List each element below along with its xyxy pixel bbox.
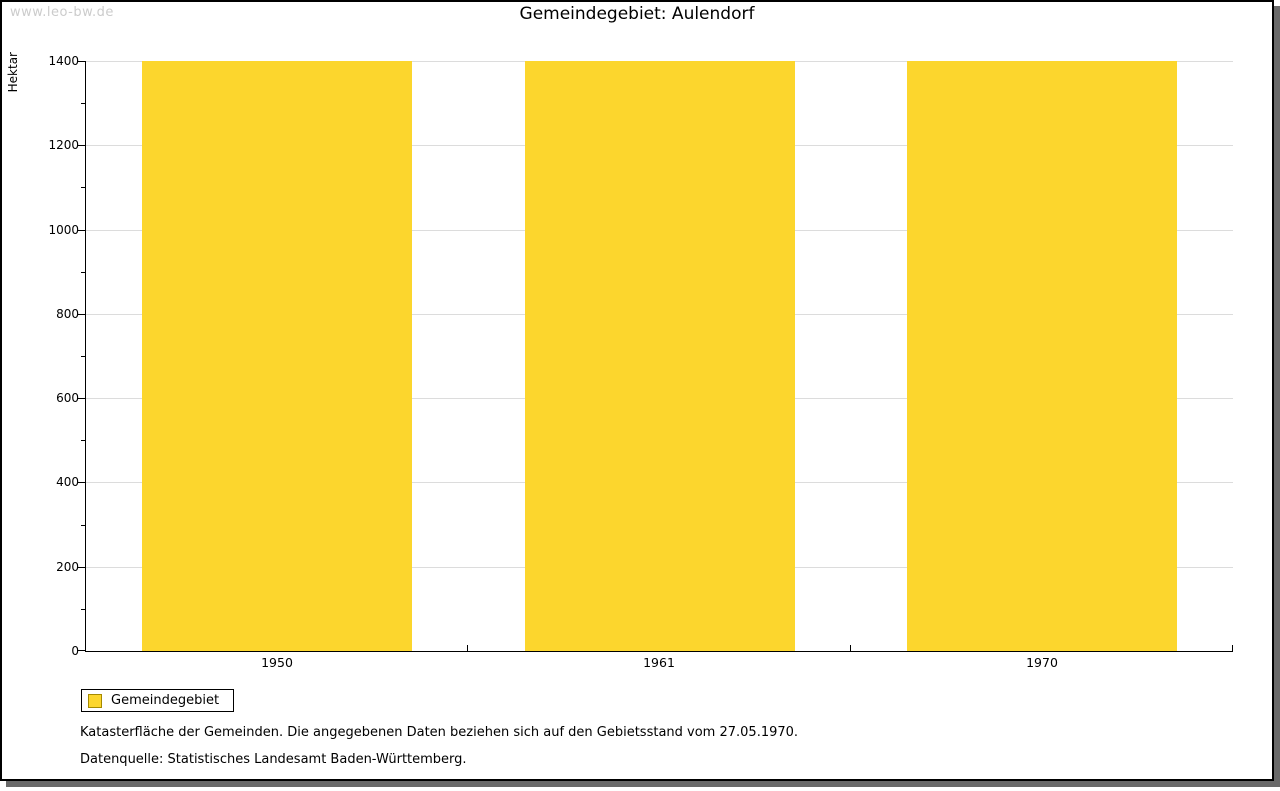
plot-area: 0 200 400 600 800 1000 1200 1400 1950 1961 1970 — [48, 54, 1233, 670]
y-axis-minor-tick — [81, 440, 85, 441]
x-axis-tick — [467, 645, 468, 651]
y-axis-major-tick — [77, 567, 85, 568]
y-axis-tick-label: 800 — [56, 307, 79, 321]
y-axis-tick-label: 600 — [56, 391, 79, 405]
x-axis-tick-label: 1970 — [1026, 655, 1058, 670]
y-axis-major-tick — [77, 650, 85, 651]
y-axis-minor-tick — [81, 525, 85, 526]
page-title: Gemeindegebiet: Aulendorf — [519, 4, 755, 24]
y-axis-tick-label: 0 — [71, 644, 79, 658]
y-axis-major-tick — [77, 145, 85, 146]
x-axis-tick-label: 1950 — [261, 655, 293, 670]
bar-1950 — [142, 61, 412, 651]
y-axis-minor-tick — [81, 356, 85, 357]
y-axis-label: Hektar — [6, 52, 20, 93]
y-axis-tick-label: 200 — [56, 560, 79, 574]
y-axis-minor-tick — [81, 103, 85, 104]
y-axis-minor-tick — [81, 187, 85, 188]
y-axis-minor-tick — [81, 609, 85, 610]
y-axis-major-tick — [77, 398, 85, 399]
bar-1961 — [525, 61, 795, 651]
bar-1970 — [907, 61, 1177, 651]
y-axis-tick-label: 1000 — [48, 223, 79, 237]
x-axis-tick — [1232, 645, 1233, 651]
y-axis-major-tick — [77, 230, 85, 231]
y-axis-major-tick — [77, 61, 85, 62]
x-axis-tick-label: 1961 — [643, 655, 675, 670]
footnote-data-source: Datenquelle: Statistisches Landesamt Bad… — [80, 752, 467, 767]
footnote-source-note: Katasterfläche der Gemeinden. Die angege… — [80, 725, 799, 740]
watermark: www.leo-bw.de — [10, 5, 114, 20]
x-axis-tick — [850, 645, 851, 651]
y-axis-major-tick — [77, 314, 85, 315]
legend: Gemeindegebiet — [81, 689, 235, 712]
y-axis-minor-tick — [81, 272, 85, 273]
y-axis-tick-label: 1200 — [48, 138, 79, 152]
y-axis-major-tick — [77, 482, 85, 483]
legend-label: Gemeindegebiet — [111, 693, 220, 708]
legend-swatch — [88, 693, 102, 708]
y-axis-tick-label: 1400 — [48, 54, 79, 68]
y-axis-tick-label: 400 — [56, 475, 79, 489]
